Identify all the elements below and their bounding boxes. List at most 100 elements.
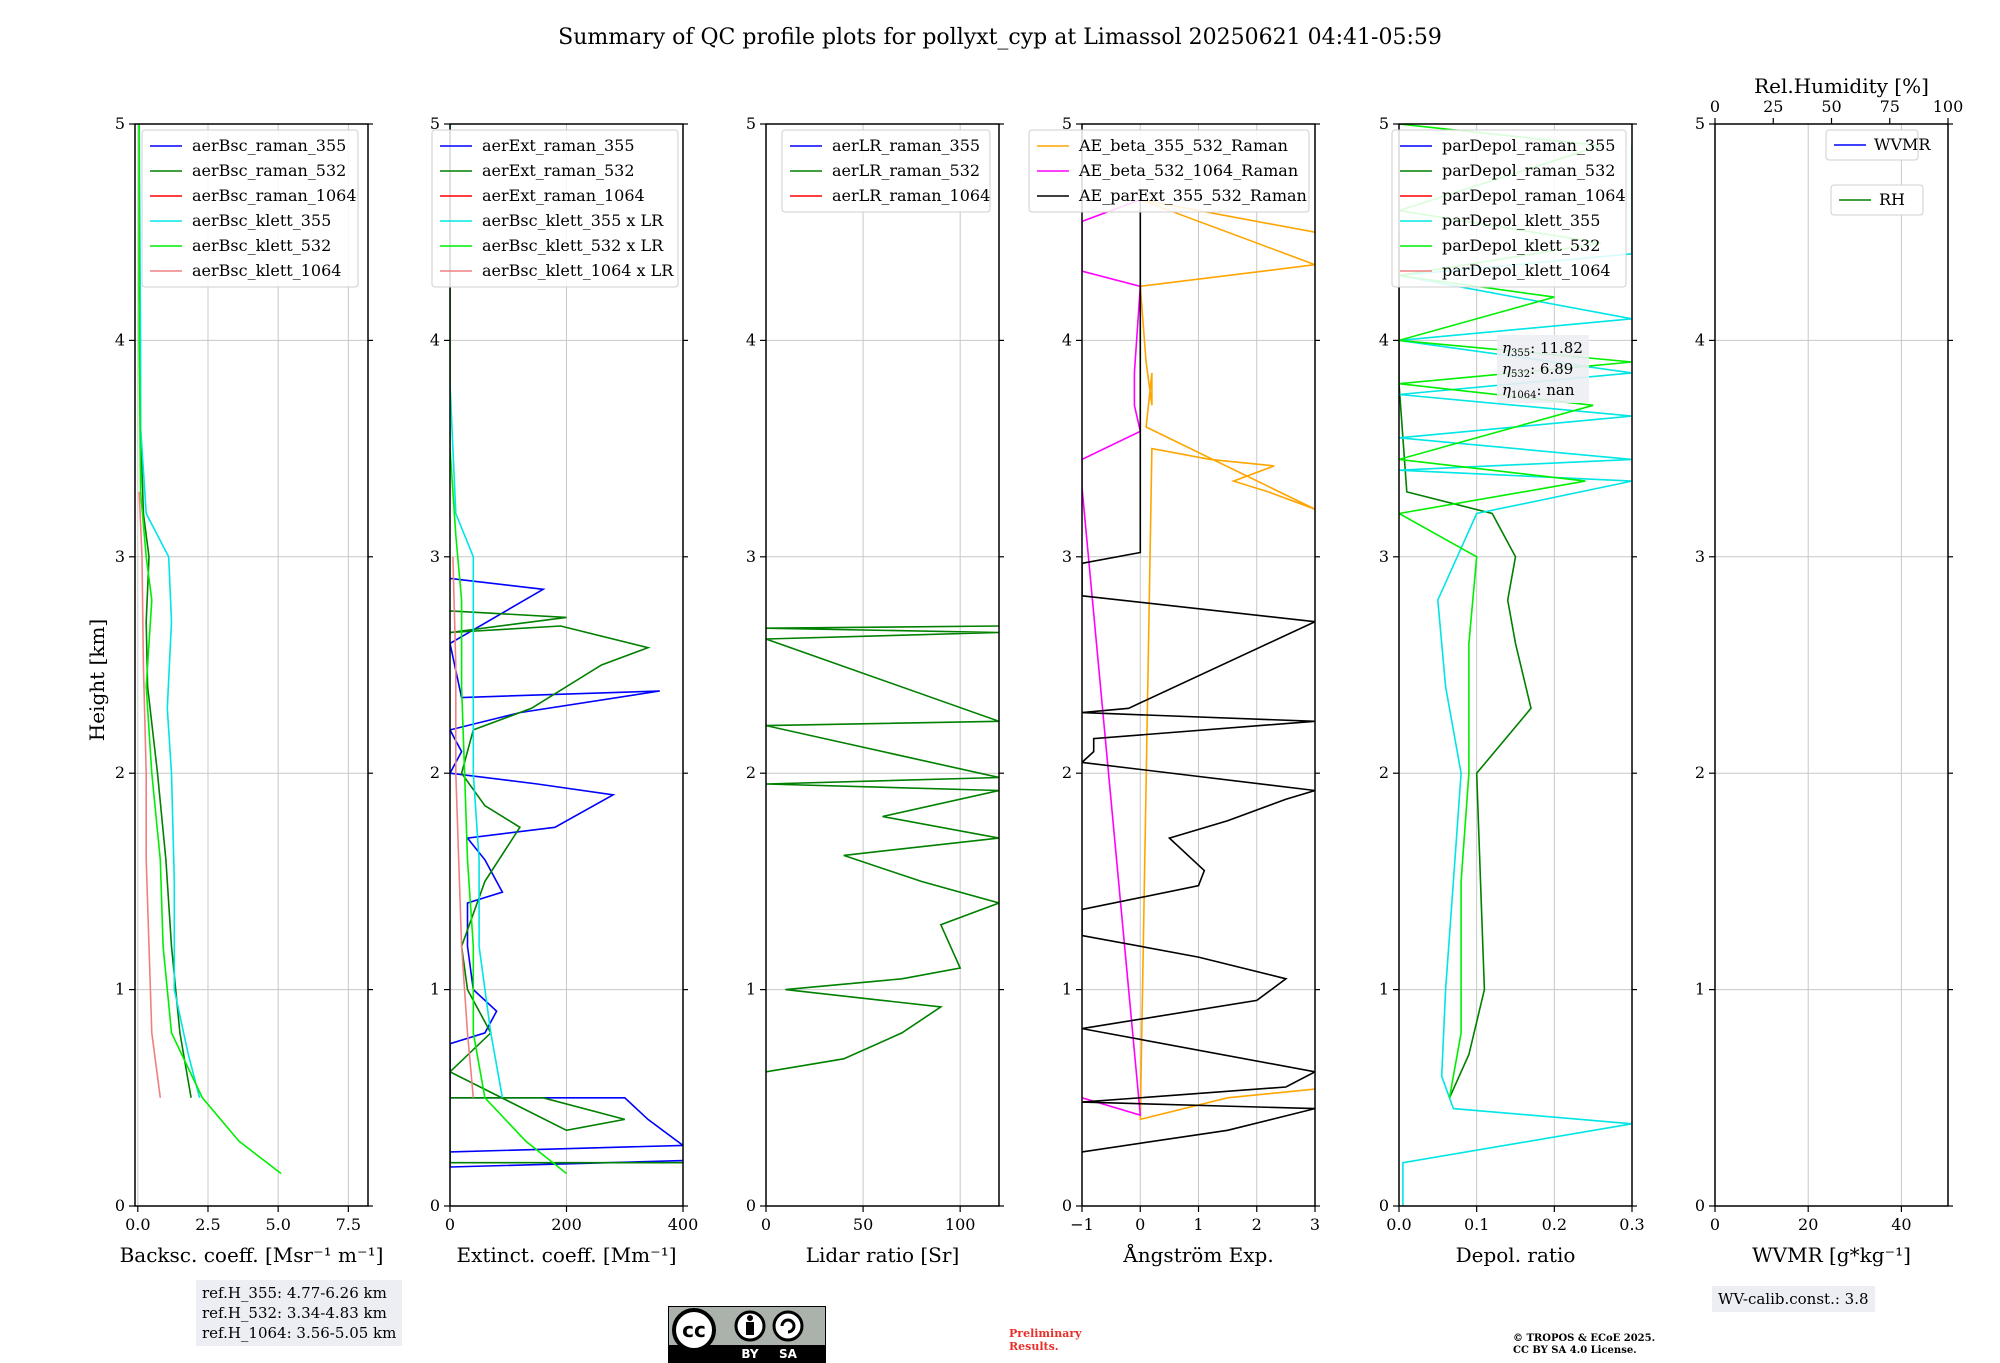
series-line-aerBsc_klett_1064 x LR	[452, 556, 475, 1098]
y-tick-label: 5	[1379, 114, 1389, 133]
x-tick-label: 0.3	[1619, 1215, 1644, 1234]
legend-label: aerBsc_raman_1064	[192, 186, 357, 205]
x-tick-label: −1	[1070, 1215, 1094, 1234]
legend-label: aerLR_raman_355	[832, 136, 980, 155]
axes-frame	[134, 123, 369, 1207]
depolarization-panel: 0.0 0.1 0.2 0.3 0 1 2 3 4 5 Depol. ratio parDepol_r…	[1379, 114, 1645, 1267]
x-tick-label: 0.2	[1542, 1215, 1567, 1234]
y-tick-label: 2	[1062, 763, 1072, 782]
y-axis-label: Height [km]	[85, 619, 109, 741]
eta-value: η532: 6.89	[1502, 360, 1573, 380]
axes-frame	[1714, 123, 1949, 1207]
legend-label: aerBsc_klett_532	[192, 236, 331, 255]
x-axis-label: Backsc. coeff. [Msr⁻¹ m⁻¹]	[120, 1243, 384, 1267]
x-axis-label: Lidar ratio [Sr]	[806, 1243, 960, 1267]
y-tick-label: 5	[430, 114, 440, 133]
x-tick-label: 0	[445, 1215, 455, 1234]
cc-sa-label: SA	[779, 1347, 798, 1361]
y-tick-label: 0	[115, 1196, 125, 1215]
series-line-aerExt_raman_532	[450, 610, 683, 1164]
series-line-parDepol_raman_532	[1399, 232, 1532, 1099]
legend-label: parDepol_klett_355	[1442, 211, 1600, 230]
share-alike-icon	[772, 1310, 804, 1342]
y-tick-label: 0	[1695, 1196, 1705, 1215]
legend-label: WVMR	[1874, 135, 1931, 154]
y-tick-label: 0	[1379, 1196, 1389, 1215]
y-tick-label: 2	[746, 763, 756, 782]
x-axis-label: Ångström Exp.	[1122, 1242, 1273, 1267]
water_vapor-panel: 0 20 40 0 1 2 3 4 5 WVMR [g*kg⁻¹] 0 25 50 75 100Rel.Hu…	[1695, 74, 1963, 1267]
y-tick-label: 5	[1062, 114, 1072, 133]
legend-label: RH	[1879, 190, 1905, 209]
x-tick-label: 20	[1798, 1215, 1818, 1234]
eta-value: η355: 11.82	[1502, 339, 1583, 359]
top-tick-label: 50	[1821, 97, 1841, 116]
y-tick-label: 0	[746, 1196, 756, 1215]
y-tick-label: 3	[430, 547, 440, 566]
legend-label: aerBsc_klett_355 x LR	[482, 211, 664, 230]
y-tick-label: 1	[1695, 980, 1705, 999]
y-tick-label: 2	[430, 763, 440, 782]
lidar_ratio-panel: 0 50 100 0 1 2 3 4 5 Lidar ratio [Sr] aerLR_raman_…	[746, 114, 1004, 1267]
legend: parDepol_raman_355 parDepol_raman_532 parD…	[1391, 129, 1627, 288]
x-tick-label: 0.0	[1386, 1215, 1411, 1234]
eta-value: η1064: nan	[1502, 381, 1575, 401]
extinction-panel: 0 200 400 0 1 2 3 4 5 Extinct. coeff. [Mm⁻¹] aerEx…	[430, 114, 698, 1267]
top-tick-label: 100	[1933, 97, 1964, 116]
chart-panels: 0.0 2.5 5.0 7.5 0 1 2 3 4 5 Backsc. coeff. [Msr⁻¹ …	[115, 74, 1963, 1267]
series-line-AE_parExt_355_532_Raman	[1082, 188, 1315, 1153]
legend-label: parDepol_klett_1064	[1442, 261, 1611, 280]
cc-logo-icon	[672, 1308, 716, 1352]
x-tick-label: 5.0	[265, 1215, 290, 1234]
cc-license-badge: cc BY SA	[668, 1306, 826, 1363]
y-tick-label: 4	[115, 330, 125, 349]
y-tick-label: 3	[1695, 547, 1705, 566]
x-tick-label: 2	[1252, 1215, 1262, 1234]
y-tick-label: 0	[430, 1196, 440, 1215]
y-tick-label: 5	[1695, 114, 1705, 133]
reference-height-box: ref.H_355: 4.77-6.26 km ref.H_532: 3.34-…	[196, 1280, 403, 1346]
backscatter-panel: 0.0 2.5 5.0 7.5 0 1 2 3 4 5 Backsc. coeff. [Msr⁻¹ …	[115, 114, 384, 1267]
legend-label: aerBsc_klett_532 x LR	[482, 236, 664, 255]
legend-label: aerBsc_klett_1064	[192, 261, 341, 280]
x-tick-label: 0	[761, 1215, 771, 1234]
x-tick-label: 40	[1891, 1215, 1911, 1234]
legend-label: aerExt_raman_532	[482, 161, 635, 180]
legend-label: aerLR_raman_532	[832, 161, 980, 180]
y-tick-label: 1	[1379, 980, 1389, 999]
x-tick-label: 3	[1310, 1215, 1320, 1234]
series-line-aerBsc_klett_532	[138, 124, 282, 1175]
x-tick-label: 200	[551, 1215, 582, 1234]
legend-label: aerBsc_raman_532	[192, 161, 346, 180]
top-tick-label: 75	[1880, 97, 1900, 116]
axes-frame	[765, 123, 1000, 1207]
y-tick-label: 4	[1062, 330, 1072, 349]
x-axis-label: Extinct. coeff. [Mm⁻¹]	[456, 1243, 676, 1267]
y-tick-label: 1	[430, 980, 440, 999]
ref-height-532: ref.H_532: 3.34-4.83 km	[202, 1304, 387, 1322]
x-tick-label: 0	[1135, 1215, 1145, 1234]
ref-height-355: ref.H_355: 4.77-6.26 km	[202, 1284, 387, 1302]
legend: aerBsc_raman_355 aerBsc_raman_532 aerBsc_r…	[141, 129, 359, 288]
y-tick-label: 4	[746, 330, 756, 349]
y-tick-label: 1	[115, 980, 125, 999]
legend-label: AE_parExt_355_532_Raman	[1078, 186, 1307, 205]
series-line-AE_beta_532_1064_Raman	[1082, 198, 1142, 1117]
copyright-note: © TROPOS & ECoE 2025. CC BY SA 4.0 Licen…	[1513, 1333, 1656, 1356]
series-line-parDepol_klett_355	[1399, 145, 1632, 1206]
top-axis-label: Rel.Humidity [%]	[1754, 74, 1929, 98]
wv-calibration-box: WV-calib.const.: 3.8	[1712, 1286, 1875, 1312]
x-tick-label: 0.0	[125, 1215, 150, 1234]
y-tick-label: 1	[1062, 980, 1072, 999]
legend: WVMR RH	[1825, 129, 1931, 216]
cc-by-label: BY	[741, 1347, 758, 1361]
axes-frame	[1398, 123, 1633, 1207]
y-tick-label: 3	[1379, 547, 1389, 566]
y-tick-label: 4	[430, 330, 440, 349]
series-line-aerExt_raman_355	[450, 577, 683, 1168]
y-tick-label: 3	[746, 547, 756, 566]
legend-label: parDepol_raman_532	[1442, 161, 1615, 180]
